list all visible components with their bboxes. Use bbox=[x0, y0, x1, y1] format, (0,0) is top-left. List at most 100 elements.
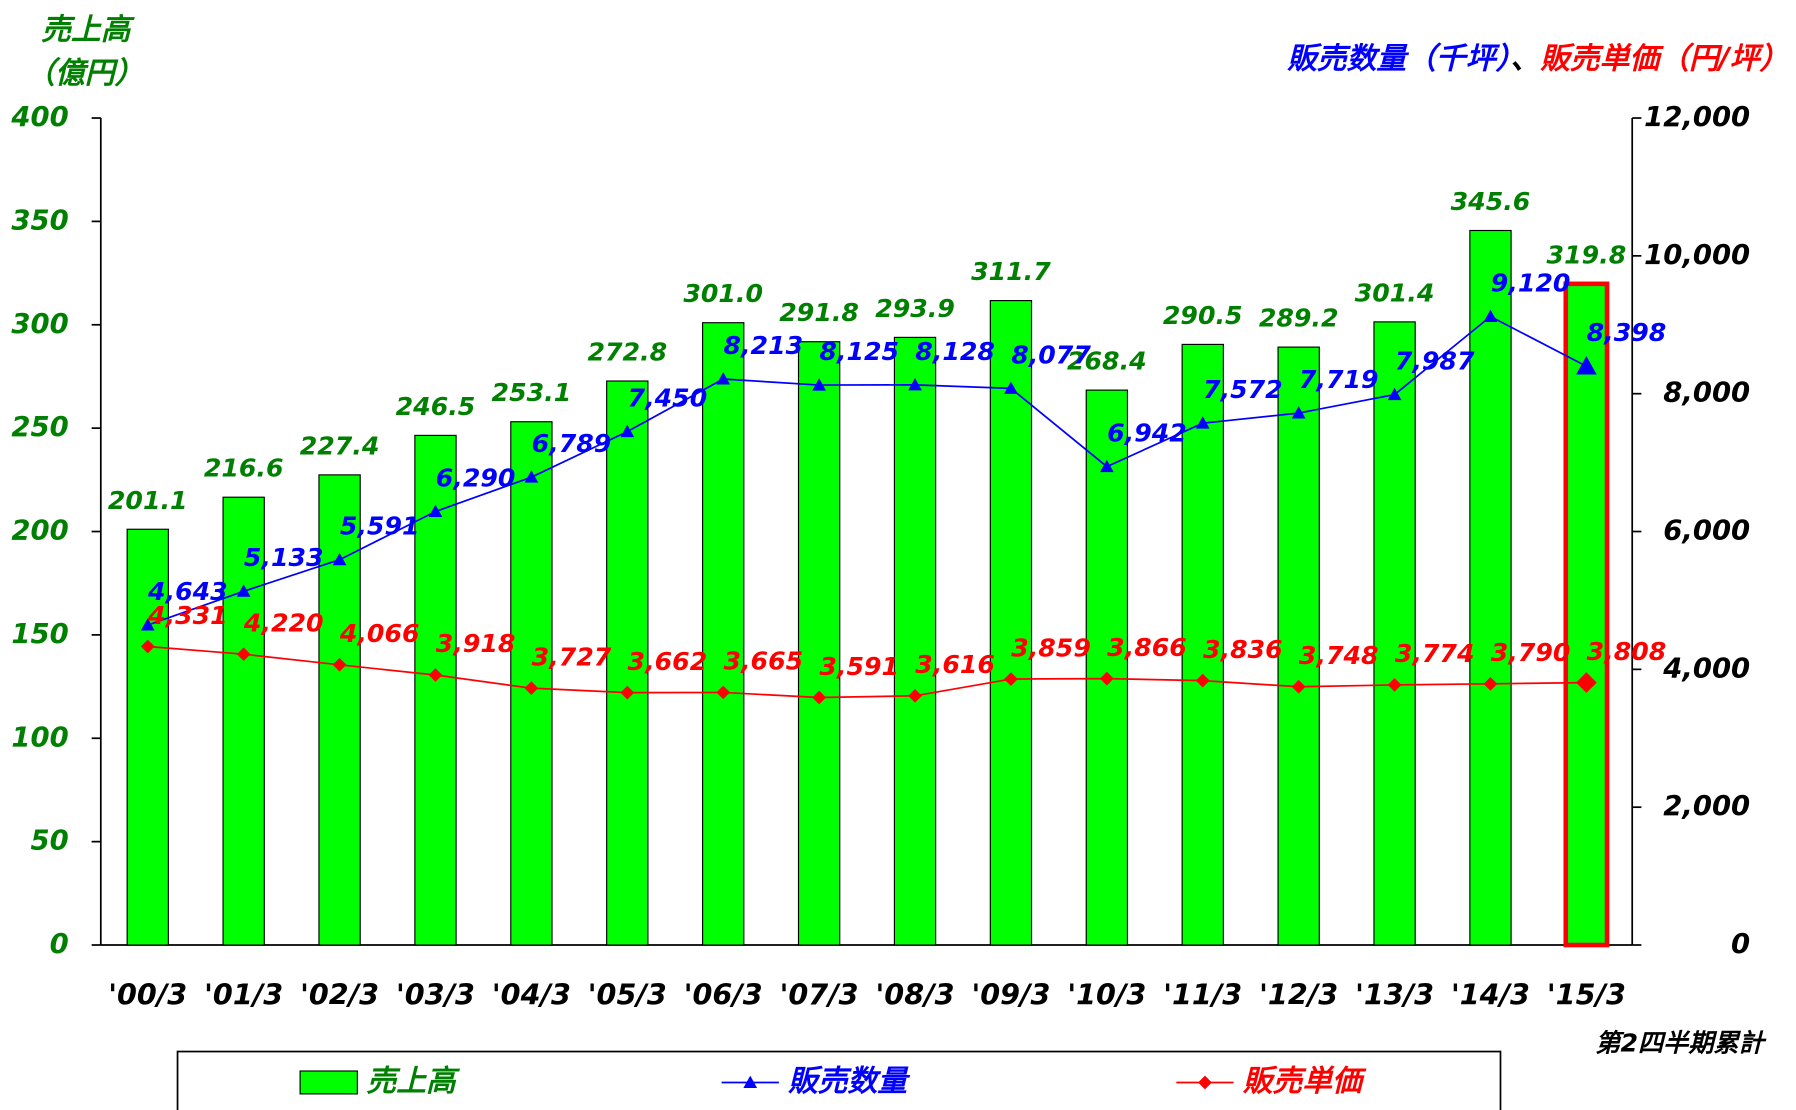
y2-axis-title: 販売数量（千坪）、販売単価（円/坪） bbox=[1287, 41, 1789, 76]
x-tick-label: '02/3 bbox=[300, 978, 379, 1012]
line-value-label: 7,450 bbox=[628, 384, 708, 413]
line-value-label: 4,220 bbox=[243, 608, 324, 637]
bar-value-label: 311.7 bbox=[971, 257, 1051, 286]
y-tick-label: 0 bbox=[50, 928, 69, 960]
bar bbox=[414, 434, 457, 946]
marker bbox=[1387, 678, 1402, 692]
bar bbox=[702, 322, 745, 946]
line-value-label: 7,987 bbox=[1395, 347, 1475, 376]
line-value-label: 8,213 bbox=[723, 331, 803, 360]
line-value-label: 3,591 bbox=[819, 652, 899, 681]
marker bbox=[908, 688, 922, 703]
line-value-label: 8,125 bbox=[819, 337, 899, 366]
bar-value-label: 290.5 bbox=[1163, 301, 1243, 330]
bar bbox=[1181, 343, 1224, 946]
y-tick-label: 250 bbox=[11, 411, 68, 443]
x-tick-label: '12/3 bbox=[1259, 978, 1338, 1012]
line-value-label: 6,942 bbox=[1107, 419, 1187, 448]
y2-axis-title-part: 、 bbox=[1510, 41, 1540, 76]
line-value-label: 3,918 bbox=[436, 629, 516, 658]
legend-label: 販売数量 bbox=[788, 1064, 910, 1099]
marker bbox=[140, 618, 155, 631]
x-tick-label: '13/3 bbox=[1355, 978, 1434, 1012]
line-value-label: 7,572 bbox=[1203, 375, 1283, 404]
bar-value-label: 272.8 bbox=[587, 338, 667, 367]
x-tick-label: '11/3 bbox=[1163, 978, 1242, 1012]
legend-label: 売上高 bbox=[367, 1064, 462, 1099]
marker bbox=[1291, 406, 1306, 419]
line-value-label: 5,133 bbox=[244, 543, 324, 572]
marker bbox=[1099, 671, 1114, 686]
y2-tick-label: 12,000 bbox=[1644, 101, 1750, 133]
line-value-label: 6,290 bbox=[436, 463, 516, 492]
note: 第2四半期累計 bbox=[1595, 1029, 1766, 1058]
y2-tick-label: 4,000 bbox=[1662, 652, 1750, 684]
bar-value-label: 289.2 bbox=[1259, 304, 1339, 333]
legend-box bbox=[176, 1050, 1502, 1110]
line-value-label: 3,790 bbox=[1491, 638, 1571, 667]
marker bbox=[1576, 672, 1597, 693]
line-value-label: 7,719 bbox=[1299, 365, 1379, 394]
marker bbox=[332, 552, 347, 566]
marker bbox=[620, 424, 635, 438]
bar-value-label: 301.4 bbox=[1355, 278, 1435, 307]
x-tick-label: '10/3 bbox=[1067, 978, 1146, 1012]
y2-tick-label: 2,000 bbox=[1663, 790, 1750, 822]
bar-value-label: 345.6 bbox=[1451, 187, 1531, 216]
marker bbox=[332, 657, 347, 672]
marker bbox=[1004, 381, 1018, 394]
y-tick-label: 150 bbox=[11, 618, 68, 650]
marker bbox=[1387, 387, 1402, 401]
y2-tick-label: 10,000 bbox=[1644, 239, 1750, 271]
bar bbox=[222, 496, 265, 946]
bar bbox=[126, 528, 169, 946]
y2-axis-title-part: 販売単価（円/坪） bbox=[1540, 41, 1789, 76]
line-value-label: 4,643 bbox=[147, 577, 228, 606]
x-tick-label: '07/3 bbox=[780, 978, 859, 1012]
line-value-label: 8,398 bbox=[1587, 318, 1667, 347]
marker bbox=[1004, 672, 1018, 686]
bar-value-label: 291.8 bbox=[779, 298, 859, 327]
marker bbox=[1483, 676, 1498, 691]
line-value-label: 3,836 bbox=[1203, 635, 1283, 664]
y2-tick-label: 6,000 bbox=[1663, 515, 1750, 547]
line-value-label: 3,662 bbox=[628, 647, 708, 676]
x-tick-label: '05/3 bbox=[588, 978, 667, 1012]
bar-value-label: 246.5 bbox=[396, 392, 476, 421]
line-value-label: 3,748 bbox=[1299, 641, 1379, 670]
marker bbox=[236, 584, 251, 597]
bar-value-label: 201.1 bbox=[108, 486, 188, 515]
marker bbox=[812, 378, 826, 391]
line-value-label: 3,866 bbox=[1107, 633, 1187, 662]
bar bbox=[989, 300, 1033, 946]
bar-value-label: 301.0 bbox=[683, 279, 763, 308]
x-tick-label: '15/3 bbox=[1547, 978, 1626, 1012]
line bbox=[147, 645, 1587, 699]
x-tick-label: '06/3 bbox=[684, 978, 763, 1012]
marker bbox=[1483, 309, 1498, 323]
y-tick-label: 100 bbox=[11, 721, 68, 753]
marker bbox=[236, 647, 251, 662]
bar bbox=[318, 474, 361, 946]
line bbox=[147, 315, 1587, 626]
line-value-label: 3,774 bbox=[1395, 639, 1475, 668]
line-value-label: 3,859 bbox=[1011, 633, 1091, 662]
marker bbox=[812, 690, 826, 705]
x-tick-label: '04/3 bbox=[492, 978, 571, 1012]
marker bbox=[140, 639, 155, 654]
legend-label: 販売単価 bbox=[1243, 1064, 1367, 1099]
line-value-label: 3,616 bbox=[915, 650, 995, 679]
line-value-label: 5,591 bbox=[340, 512, 420, 541]
bar-value-label: 293.9 bbox=[875, 294, 955, 323]
line-value-label: 3,727 bbox=[532, 642, 612, 671]
marker bbox=[716, 372, 731, 385]
marker bbox=[1576, 355, 1597, 375]
y-tick-label: 350 bbox=[11, 204, 68, 236]
legend-marker bbox=[743, 1075, 758, 1088]
y-tick-label: 200 bbox=[11, 515, 68, 547]
marker bbox=[1099, 459, 1114, 473]
marker bbox=[716, 685, 731, 700]
bar-value-label: 268.4 bbox=[1067, 347, 1147, 376]
x-tick-label: '08/3 bbox=[876, 978, 955, 1012]
